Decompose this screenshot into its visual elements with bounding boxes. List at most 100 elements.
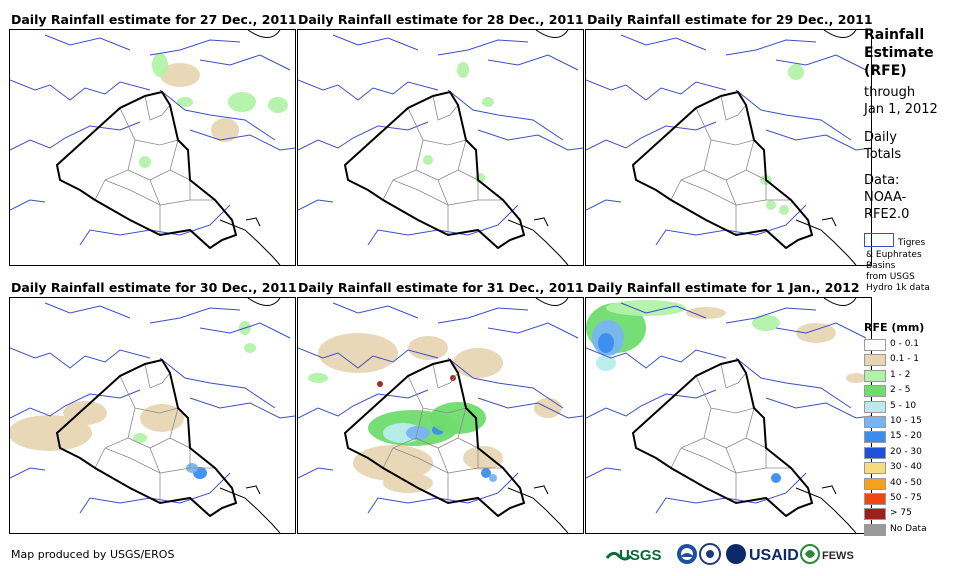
coastline bbox=[507, 219, 569, 265]
rainfall-area bbox=[63, 401, 107, 425]
rivers-layer bbox=[298, 302, 583, 514]
province-boundary bbox=[720, 363, 747, 389]
through-line: through bbox=[864, 85, 916, 100]
country-border bbox=[55, 90, 238, 250]
river-line bbox=[79, 472, 231, 514]
province-boundary bbox=[695, 107, 755, 146]
panel-title-6: Daily Rainfall estimate for 1 Jan., 2012 bbox=[587, 280, 860, 295]
province-boundary bbox=[144, 95, 171, 121]
river-line bbox=[44, 302, 131, 319]
map-svg bbox=[586, 298, 871, 533]
coastline bbox=[535, 298, 569, 306]
provinces-layer bbox=[94, 95, 215, 235]
panel-title-5: Daily Rainfall estimate for 31 Dec., 201… bbox=[298, 280, 584, 295]
legend-label: 0 - 0.1 bbox=[890, 339, 920, 349]
map-panel-5 bbox=[297, 297, 584, 534]
province-boundary bbox=[119, 375, 179, 414]
through-line: Jan 1, 2012 bbox=[864, 102, 938, 117]
river-line bbox=[620, 302, 707, 319]
country-border bbox=[343, 90, 526, 250]
river-line bbox=[10, 467, 46, 479]
river-line bbox=[437, 39, 529, 56]
rainfall-area bbox=[308, 373, 328, 383]
map-svg bbox=[586, 30, 871, 265]
rainfall-area bbox=[377, 381, 383, 387]
legend-title: RFE (mm) bbox=[864, 321, 925, 334]
rainfall-area bbox=[796, 323, 836, 343]
rainfall-area bbox=[598, 333, 614, 353]
legend-label: 2 - 5 bbox=[890, 385, 911, 396]
heading-line: (RFE) bbox=[864, 63, 907, 79]
legend-swatch bbox=[864, 369, 886, 382]
river-line bbox=[447, 89, 564, 141]
legend-label: 15 - 20 bbox=[890, 431, 922, 442]
legend-swatch bbox=[864, 400, 886, 413]
river-line bbox=[487, 54, 579, 71]
river-line bbox=[725, 307, 817, 324]
rainfall-area bbox=[779, 205, 789, 215]
rainfall-area bbox=[596, 355, 616, 371]
coastline bbox=[533, 217, 549, 227]
coastline bbox=[823, 30, 857, 38]
province-boundary bbox=[119, 107, 179, 146]
coastline bbox=[219, 487, 281, 533]
river-line bbox=[332, 302, 419, 319]
river-line bbox=[10, 389, 141, 419]
basin-line: & Euphrates bbox=[866, 250, 922, 260]
river-line bbox=[367, 204, 519, 246]
river-line bbox=[477, 129, 583, 151]
svg-text:USGS: USGS bbox=[619, 547, 662, 564]
provinces-layer bbox=[382, 363, 503, 503]
through-date: through Jan 1, 2012 bbox=[864, 84, 938, 118]
province-boundary bbox=[407, 375, 467, 414]
heading-line: Estimate bbox=[864, 45, 934, 61]
coastline-layer bbox=[507, 30, 569, 265]
daily-totals: Daily Totals bbox=[864, 129, 901, 163]
river-line bbox=[298, 389, 429, 419]
coastline bbox=[795, 219, 857, 265]
map-panel-1 bbox=[9, 29, 296, 266]
province-boundary bbox=[725, 447, 767, 474]
river-line bbox=[332, 34, 419, 51]
rivers-layer bbox=[298, 34, 583, 246]
river-line bbox=[477, 397, 583, 419]
rainfall-layer bbox=[586, 300, 866, 483]
rainfall-area bbox=[788, 64, 804, 80]
heading-line: Rainfall bbox=[864, 27, 925, 43]
river-line bbox=[159, 357, 276, 409]
legend-swatch bbox=[864, 446, 886, 459]
logos-svg: USGS USAID FEWS NET bbox=[605, 543, 879, 565]
river-line bbox=[775, 54, 867, 71]
rainfall-area bbox=[463, 446, 503, 470]
river-line bbox=[149, 307, 241, 324]
province-boundary bbox=[104, 179, 161, 206]
rainfall-area bbox=[406, 426, 430, 440]
province-boundary bbox=[169, 169, 191, 181]
province-boundary bbox=[437, 179, 479, 206]
legend-label: 0.1 - 1 bbox=[890, 354, 920, 365]
rainfall-area bbox=[430, 402, 486, 434]
province-boundary bbox=[725, 179, 767, 206]
province-boundary bbox=[144, 363, 171, 389]
rainfall-area bbox=[606, 300, 686, 316]
legend-label: 30 - 40 bbox=[890, 462, 922, 473]
rainfall-area bbox=[752, 315, 780, 331]
rainfall-area bbox=[489, 474, 497, 482]
rainfall-area bbox=[457, 62, 469, 78]
river-line bbox=[447, 357, 564, 409]
legend-label: 40 - 50 bbox=[890, 477, 922, 488]
rainfall-layer bbox=[139, 53, 288, 168]
coastline bbox=[247, 30, 281, 38]
legend-label: 1 - 2 bbox=[890, 369, 911, 380]
province-boundary bbox=[392, 179, 449, 206]
river-line bbox=[199, 54, 291, 71]
province-boundary bbox=[670, 437, 705, 469]
daily-line: Totals bbox=[864, 147, 902, 162]
country-border bbox=[631, 358, 814, 518]
legend-swatch bbox=[864, 508, 886, 521]
legend-swatch bbox=[864, 431, 886, 444]
basin-line: from USGS bbox=[866, 272, 915, 282]
province-boundary bbox=[149, 447, 191, 474]
province-boundary bbox=[432, 95, 459, 121]
map-panel-4 bbox=[9, 297, 296, 534]
